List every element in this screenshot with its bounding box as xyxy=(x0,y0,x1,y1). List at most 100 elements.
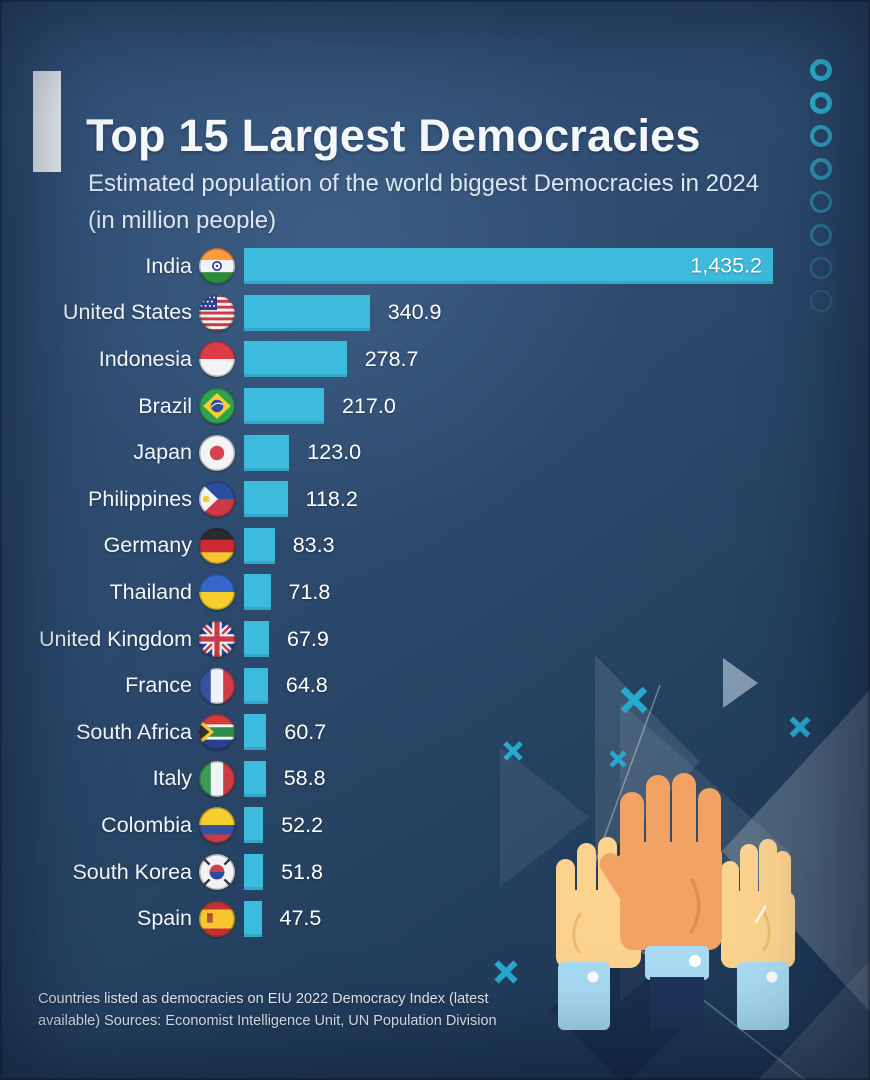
flag-icon-italy xyxy=(198,760,236,798)
flag-icon-colombia xyxy=(198,806,236,844)
flag-icon-japan xyxy=(198,434,236,472)
chart-row-brazil: Brazil 217.0 xyxy=(0,383,870,430)
chart-row-japan: Japan 123.0 xyxy=(0,429,870,476)
country-label: South Korea xyxy=(72,859,192,884)
left-cuff-button xyxy=(587,971,599,983)
chart-row-philippines: Philippines 118.2 xyxy=(0,476,870,523)
chart-row-united-kingdom: United Kingdom 67.9 xyxy=(0,616,870,663)
value-label: 52.2 xyxy=(281,812,324,837)
value-label: 217.0 xyxy=(342,393,396,418)
chart-row-spain: Spain 47.5 xyxy=(0,895,870,942)
country-label: Germany xyxy=(103,533,192,558)
country-label: Thailand xyxy=(109,579,192,604)
page-subtitle: Estimated population of the world bigges… xyxy=(88,165,759,239)
right-cuff xyxy=(737,962,789,1030)
population-bar xyxy=(244,854,264,891)
flag-icon-philippines xyxy=(198,480,236,518)
flag-icon-indonesia xyxy=(198,340,236,378)
bar-wrap: 52.2 xyxy=(244,807,324,844)
population-bar xyxy=(244,714,267,751)
ring-icon xyxy=(810,257,832,279)
population-bar xyxy=(244,667,268,704)
bar-wrap: 217.0 xyxy=(244,388,396,425)
middle-cuff-button xyxy=(689,955,701,967)
bar-wrap: 278.7 xyxy=(244,341,419,378)
chart-row-india: India 1,435.2 xyxy=(0,243,870,290)
population-bar xyxy=(244,807,264,844)
middle-cuff xyxy=(645,946,709,980)
left-cuff xyxy=(558,962,610,1030)
flag-icon-south-africa xyxy=(198,713,236,751)
country-label: Indonesia xyxy=(98,346,192,371)
country-label: Brazil xyxy=(138,393,192,418)
right-cuff-button xyxy=(766,971,778,983)
chart-row-south-korea: South Korea 51.8 xyxy=(0,849,870,896)
bar-wrap: 67.9 xyxy=(244,621,329,658)
value-label: 118.2 xyxy=(305,486,358,511)
bar-wrap: 123.0 xyxy=(244,434,362,471)
population-bar xyxy=(244,481,288,518)
value-label: 60.7 xyxy=(284,719,327,744)
source-note-line1: Countries listed as democracies on EIU 2… xyxy=(38,991,489,1007)
population-bar: 1,435.2 xyxy=(244,248,773,285)
bar-wrap: 60.7 xyxy=(244,714,327,751)
flag-icon-india xyxy=(198,247,236,285)
flag-icon-france xyxy=(198,667,236,705)
chart-row-germany: Germany 83.3 xyxy=(0,523,870,570)
bar-wrap: 47.5 xyxy=(244,900,322,937)
source-note: Countries listed as democracies on EIU 2… xyxy=(38,988,497,1032)
value-label: 123.0 xyxy=(307,440,362,465)
country-label: Italy xyxy=(152,766,192,791)
flag-icon-spain xyxy=(198,900,236,938)
country-label: Philippines xyxy=(88,486,192,511)
ring-icon xyxy=(810,92,832,114)
country-label: Colombia xyxy=(101,812,192,837)
chart-row-united-states: United States 340.9 xyxy=(0,290,870,337)
chart-row-indonesia: Indonesia 278.7 xyxy=(0,336,870,383)
bar-wrap: 58.8 xyxy=(244,760,326,797)
flag-icon-united-kingdom xyxy=(198,620,236,658)
bar-chart: India 1,435.2 United States 340.9 Indone… xyxy=(0,243,870,942)
population-bar xyxy=(244,621,269,658)
value-label: 83.3 xyxy=(292,533,335,558)
ring-icon xyxy=(810,191,832,213)
page-title: Top 15 Largest Democracies xyxy=(86,110,701,162)
chart-row-colombia: Colombia 52.2 xyxy=(0,802,870,849)
bar-wrap: 340.9 xyxy=(244,294,442,331)
population-bar xyxy=(244,900,262,937)
population-bar xyxy=(244,341,347,378)
value-label: 58.8 xyxy=(283,766,326,791)
country-label: India xyxy=(145,253,192,278)
ring-icon xyxy=(810,290,832,312)
bar-wrap: 1,435.2 xyxy=(244,248,773,285)
population-bar xyxy=(244,574,271,611)
value-label: 51.8 xyxy=(281,859,323,884)
population-bar xyxy=(244,388,324,425)
ring-icon xyxy=(810,125,832,147)
country-label: France xyxy=(125,673,192,698)
value-label: 47.5 xyxy=(279,906,322,931)
country-label: United Kingdom xyxy=(39,626,192,651)
country-label: Japan xyxy=(133,440,192,465)
bar-wrap: 83.3 xyxy=(244,527,335,564)
population-bar xyxy=(244,434,290,471)
population-bar xyxy=(244,527,275,564)
source-note-line2: available) Sources: Economist Intelligen… xyxy=(38,1013,497,1029)
bar-wrap: 51.8 xyxy=(244,854,323,891)
flag-icon-south-korea xyxy=(198,853,236,891)
ring-icon xyxy=(810,59,832,81)
flag-icon-brazil xyxy=(198,387,236,425)
population-bar xyxy=(244,294,370,331)
chart-row-south-africa: South Africa 60.7 xyxy=(0,709,870,756)
value-label: 64.8 xyxy=(285,673,328,698)
country-label: Spain xyxy=(137,906,192,931)
title-accent-bar xyxy=(33,71,61,172)
value-label: 67.9 xyxy=(287,626,329,651)
ring-icon xyxy=(810,224,832,246)
value-label: 278.7 xyxy=(364,346,419,371)
flag-icon-united-states xyxy=(198,294,236,332)
country-label: South Africa xyxy=(76,719,192,744)
chart-row-italy: Italy 58.8 xyxy=(0,756,870,803)
value-label: 340.9 xyxy=(387,300,442,325)
value-label: 71.8 xyxy=(288,579,331,604)
